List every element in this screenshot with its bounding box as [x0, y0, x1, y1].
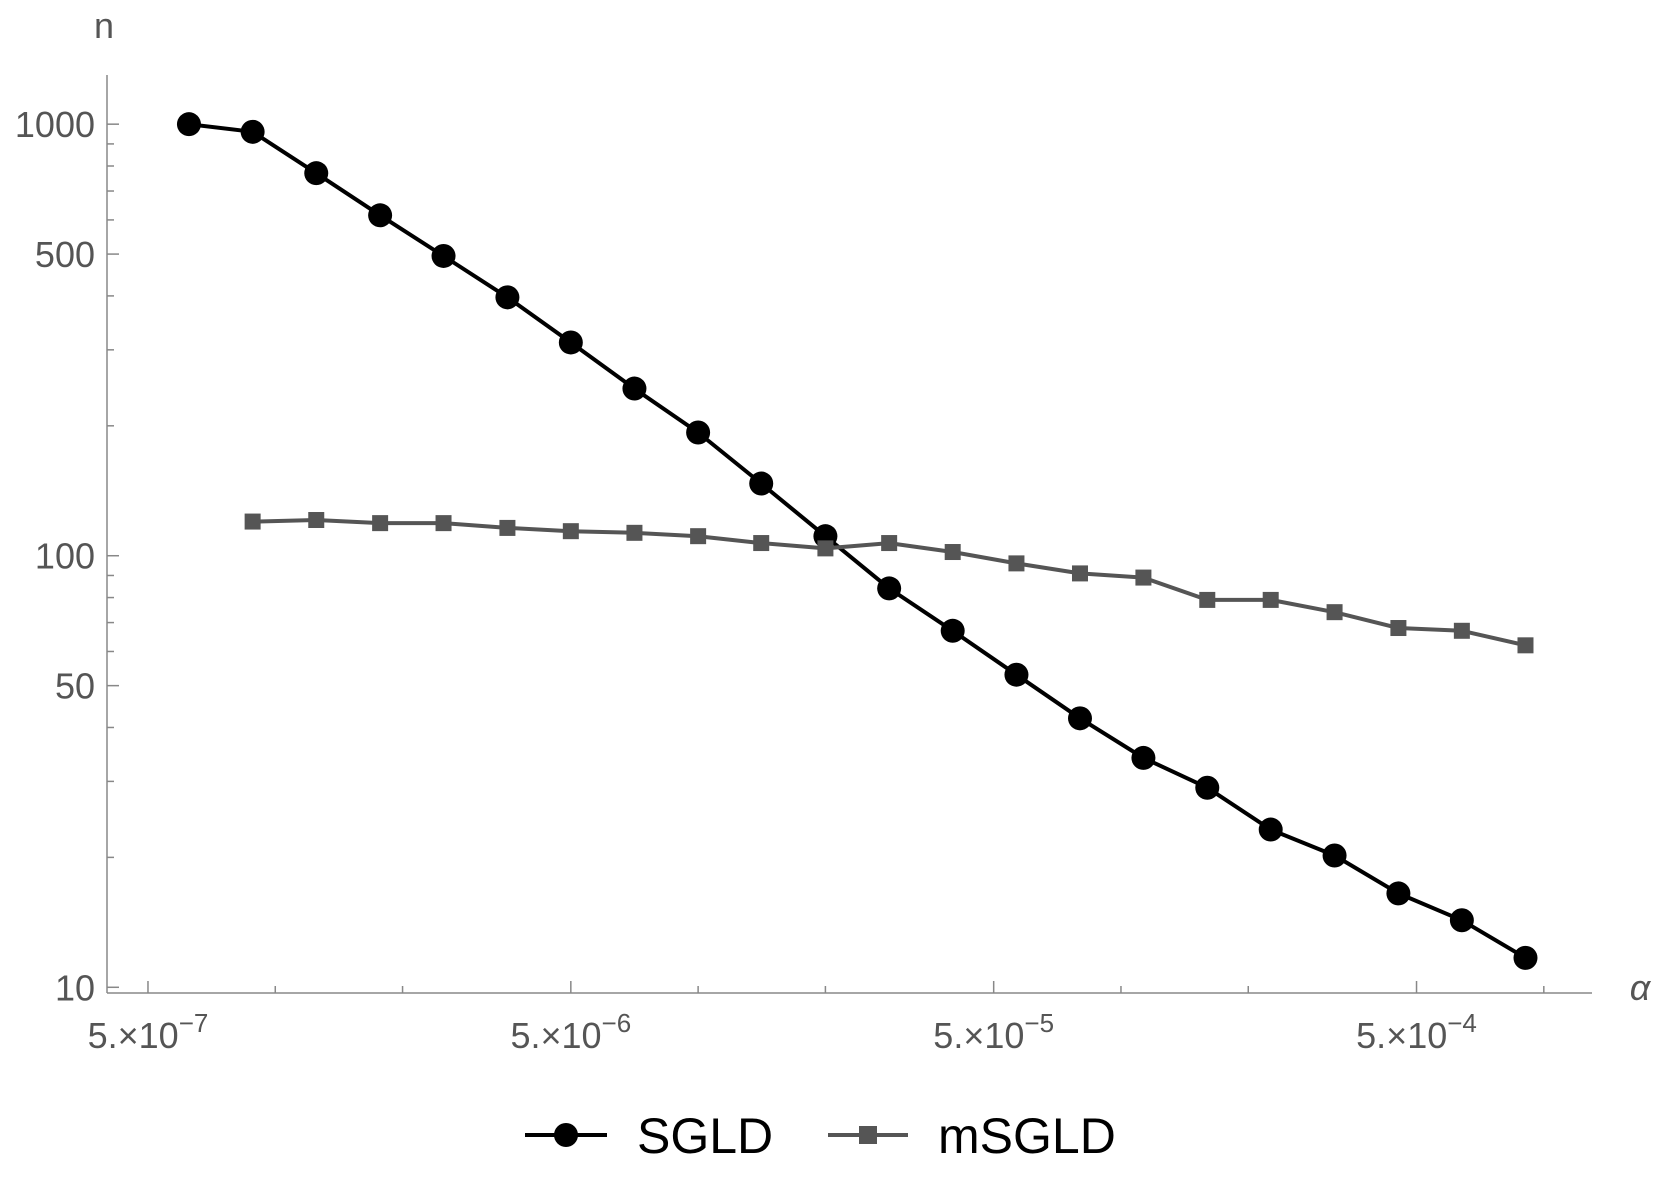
- y-tick-label: 50: [55, 666, 95, 707]
- data-point: [749, 471, 774, 496]
- legend-item-msgld: mSGLD: [828, 1108, 1116, 1164]
- x-ticks: 5.×10−7 5.×10−6 5.×10−5 5.×10−4: [88, 981, 1545, 1056]
- data-point: [368, 203, 393, 228]
- legend-sgld-label: SGLD: [637, 1108, 773, 1164]
- data-point: [1262, 591, 1279, 608]
- series-line-sgld: [188, 122, 1527, 960]
- legend-msgld-label: mSGLD: [938, 1108, 1116, 1164]
- data-point: [1008, 555, 1025, 572]
- y-tick-label: 1000: [15, 104, 95, 145]
- data-point: [240, 119, 265, 144]
- data-point: [244, 513, 261, 530]
- data-point: [626, 524, 643, 541]
- data-point: [881, 535, 898, 552]
- y-tick-label: 100: [35, 536, 95, 577]
- data-point: [1067, 706, 1092, 731]
- data-point: [1071, 565, 1088, 582]
- data-point: [1326, 604, 1343, 621]
- data-point: [1195, 775, 1220, 800]
- data-point: [686, 420, 711, 445]
- data-point: [1453, 622, 1470, 639]
- data-point: [622, 376, 647, 401]
- data-point: [753, 535, 770, 552]
- y-tick-label: 500: [35, 234, 95, 275]
- x-tick-label: 5.×10−6: [510, 1008, 631, 1056]
- data-point: [1199, 591, 1216, 608]
- data-point: [562, 523, 579, 540]
- data-point: [431, 243, 456, 268]
- data-point: [1513, 945, 1538, 970]
- data-point: [1322, 843, 1347, 868]
- series-layer: [176, 112, 1538, 970]
- data-point: [1386, 881, 1411, 906]
- data-point: [940, 618, 965, 643]
- x-tick-label: 5.×10−4: [1356, 1008, 1477, 1056]
- legend: SGLD mSGLD: [525, 1108, 1116, 1164]
- legend-sgld-marker: [554, 1123, 578, 1147]
- data-point: [1390, 620, 1407, 637]
- data-point: [1449, 908, 1474, 933]
- data-point: [817, 540, 834, 557]
- legend-msgld-marker: [859, 1126, 877, 1144]
- data-point: [495, 285, 520, 310]
- series-msgld: [244, 512, 1534, 654]
- data-point: [1131, 745, 1156, 770]
- data-point: [435, 515, 452, 532]
- x-axis-title: α: [1630, 967, 1652, 1008]
- x-tick-label: 5.×10−7: [88, 1008, 209, 1056]
- data-point: [1004, 662, 1029, 687]
- data-point: [372, 515, 389, 532]
- data-point: [1517, 637, 1534, 654]
- data-point: [176, 112, 201, 137]
- data-point: [690, 528, 707, 545]
- y-tick-label: 10: [55, 967, 95, 1008]
- data-point: [304, 161, 329, 186]
- data-point: [944, 544, 961, 561]
- data-point: [1258, 817, 1283, 842]
- data-point: [558, 330, 583, 355]
- y-ticks: 10 50 100 500 1000: [15, 104, 119, 1008]
- data-point: [1135, 569, 1152, 586]
- x-tick-label: 5.×10−5: [933, 1008, 1054, 1056]
- data-point: [308, 512, 325, 529]
- series-sgld: [176, 112, 1538, 970]
- axes-layer: 5.×10−7 5.×10−6 5.×10−5 5.×10−4 10501005001…: [15, 5, 1652, 1056]
- y-axis-title: n: [94, 5, 114, 46]
- legend-item-sgld: SGLD: [525, 1108, 773, 1164]
- data-point: [877, 576, 902, 601]
- data-point: [499, 519, 516, 536]
